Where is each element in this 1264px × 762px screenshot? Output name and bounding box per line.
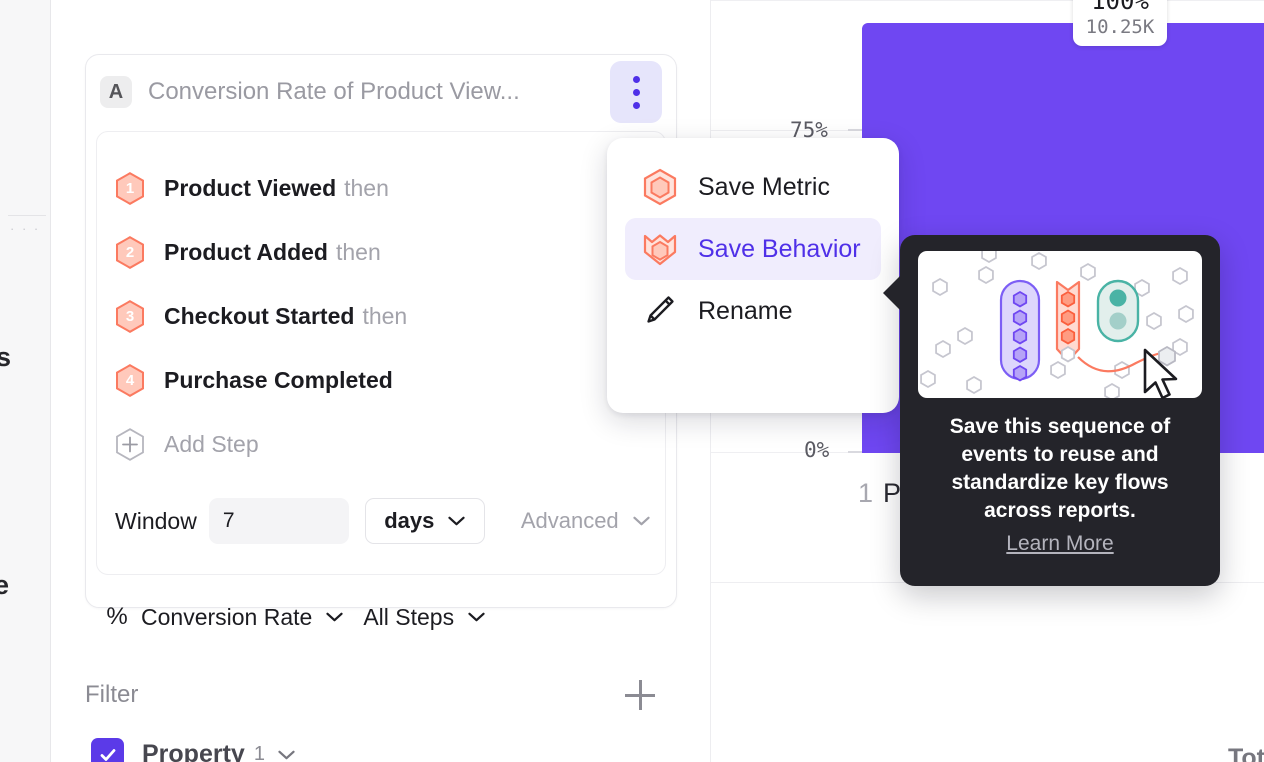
chevron-down-icon[interactable] <box>326 612 343 622</box>
property-label: Property <box>142 740 245 762</box>
window-value-input[interactable] <box>208 498 349 544</box>
step-connector: then <box>362 302 408 329</box>
advanced-select[interactable]: Advanced <box>521 508 650 534</box>
step-number: 4 <box>125 371 135 389</box>
save-behavior-tooltip: Save this sequence of events to reuse an… <box>883 235 1220 586</box>
window-row: Window days Advanced <box>115 498 650 544</box>
add-step-label: Add Step <box>164 430 259 457</box>
step-number-hexagon-icon: 4 <box>115 363 145 397</box>
property-row: Property 1 <box>91 738 295 762</box>
step-connector: then <box>335 238 381 265</box>
chart-gridline <box>711 0 1264 1</box>
step-row[interactable]: 1 Product Viewed then <box>115 168 389 208</box>
step-number: 1 <box>125 179 135 197</box>
percent-icon: % <box>106 603 128 630</box>
plus-hexagon-icon <box>115 427 145 461</box>
menu-item-rename[interactable]: Rename <box>625 280 881 342</box>
chevron-down-icon[interactable] <box>468 612 485 622</box>
shield-behavior-icon <box>641 230 679 268</box>
chevron-down-icon <box>448 516 465 526</box>
more-vertical-icon[interactable] <box>610 61 662 123</box>
add-step-row[interactable]: Add Step <box>115 424 259 464</box>
rail-cut-label-2: e <box>0 570 10 600</box>
kebab-dot <box>632 88 640 96</box>
measure-scope-label[interactable]: All Steps <box>363 603 455 630</box>
step-number: 3 <box>125 307 135 325</box>
y-axis-tick-0: 0% <box>804 438 830 462</box>
menu-item-label: Rename <box>698 296 793 325</box>
plus-icon[interactable] <box>625 680 655 710</box>
hexagon-metric-icon <box>641 168 679 206</box>
step-row[interactable]: 3 Checkout Started then <box>115 296 407 336</box>
window-unit-select[interactable]: days <box>364 498 485 544</box>
chevron-down-icon <box>633 516 650 526</box>
x-axis-step-index: 1 <box>858 478 874 508</box>
rail-divider <box>8 215 46 216</box>
rail-cut-label-1: s <box>0 342 12 372</box>
advanced-label: Advanced <box>520 508 619 533</box>
axis-tick-dash <box>848 129 862 131</box>
metric-card-header: A Conversion Rate of Product View... <box>86 55 676 129</box>
steps-card: 1 Product Viewed then 2 Product Added th… <box>96 131 666 575</box>
tooltip-body-text: Save this sequence of events to reuse an… <box>949 415 1171 522</box>
property-total-label: Tot <box>1228 744 1264 762</box>
kebab-dot <box>632 101 640 109</box>
axis-tick-dash <box>848 451 862 453</box>
measure-metric-label[interactable]: Conversion Rate <box>141 603 313 630</box>
tooltip-arrow <box>883 275 901 311</box>
check-icon <box>100 748 115 761</box>
rail-dots: · · · <box>10 221 41 236</box>
chevron-down-icon[interactable] <box>278 750 295 760</box>
kebab-dot <box>632 75 640 83</box>
step-number-hexagon-icon: 1 <box>115 171 145 205</box>
step-connector: then <box>344 174 389 201</box>
step-number-hexagon-icon: 3 <box>115 299 145 333</box>
menu-item-label: Save Metric <box>698 172 830 201</box>
metric-card: A Conversion Rate of Product View... 1 P… <box>85 54 677 630</box>
learn-more-link[interactable]: Learn More <box>1006 532 1114 555</box>
left-rail: · · · <box>0 0 51 762</box>
step-label: Checkout Started <box>164 302 355 329</box>
menu-item-save-behavior[interactable]: Save Behavior <box>625 218 881 280</box>
filter-row: Filter <box>85 676 675 714</box>
step-label: Product Viewed <box>164 174 337 201</box>
metric-title[interactable]: Conversion Rate of Product View... <box>148 78 520 105</box>
menu-item-label: Save Behavior <box>698 234 861 263</box>
step-label: Product Added <box>164 238 328 265</box>
filter-label: Filter <box>85 681 139 708</box>
pencil-icon <box>641 292 679 330</box>
bar-value-percent: 100% <box>1091 0 1149 15</box>
metric-letter-badge: A <box>100 76 132 108</box>
metric-options-menu: Save Metric Save Behavior Rename <box>607 138 899 413</box>
step-label: Purchase Completed <box>164 366 393 393</box>
bar-value-count: 10.25K <box>1085 16 1155 39</box>
step-row[interactable]: 2 Product Added then <box>115 232 381 272</box>
menu-item-save-metric[interactable]: Save Metric <box>625 156 881 218</box>
x-axis-step-name: P <box>883 478 902 508</box>
bar-value-tooltip: 100% 10.25K <box>1073 0 1167 46</box>
x-axis-label: 1 P <box>858 478 901 509</box>
window-unit-label: days <box>384 508 435 533</box>
step-number-hexagon-icon: 2 <box>115 235 145 269</box>
property-checkbox[interactable] <box>91 738 124 762</box>
mouse-cursor <box>1142 348 1184 409</box>
step-number: 2 <box>125 243 135 261</box>
measure-row: % Conversion Rate All Steps <box>105 603 485 631</box>
step-row[interactable]: 4 Purchase Completed <box>115 360 401 400</box>
window-label: Window <box>115 507 197 534</box>
property-count: 1 <box>253 743 265 762</box>
